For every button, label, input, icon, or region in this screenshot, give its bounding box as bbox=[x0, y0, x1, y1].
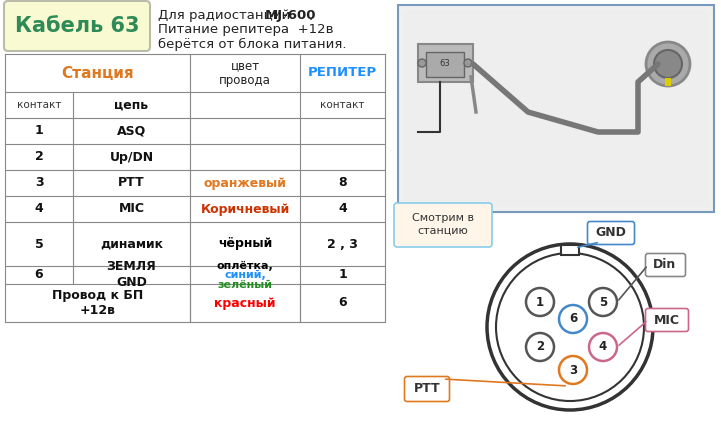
Bar bbox=[5, 54, 385, 322]
Bar bbox=[426, 52, 464, 77]
Text: ЗЕМЛЯ
GND: ЗЕМЛЯ GND bbox=[107, 260, 156, 289]
Bar bbox=[665, 78, 671, 86]
Text: PTT: PTT bbox=[414, 382, 441, 395]
Text: GND: GND bbox=[596, 226, 627, 239]
FancyBboxPatch shape bbox=[4, 1, 150, 51]
Text: ASQ: ASQ bbox=[117, 125, 146, 138]
Text: Кабель 63: Кабель 63 bbox=[14, 16, 139, 36]
Text: синий,: синий, bbox=[224, 270, 266, 280]
Text: Up/DN: Up/DN bbox=[110, 150, 154, 163]
Circle shape bbox=[559, 305, 587, 333]
Circle shape bbox=[496, 253, 644, 401]
Text: зелёный: зелёный bbox=[218, 280, 273, 289]
Text: 63: 63 bbox=[440, 59, 451, 67]
Circle shape bbox=[487, 244, 653, 410]
Bar bbox=[403, 10, 709, 207]
Circle shape bbox=[654, 50, 682, 78]
Bar bbox=[398, 5, 714, 212]
FancyBboxPatch shape bbox=[645, 253, 686, 277]
Text: 4: 4 bbox=[35, 202, 43, 215]
Text: РЕПИТЕР: РЕПИТЕР bbox=[308, 66, 377, 80]
Text: 6: 6 bbox=[35, 268, 43, 281]
Circle shape bbox=[589, 288, 617, 316]
FancyBboxPatch shape bbox=[394, 203, 492, 247]
FancyBboxPatch shape bbox=[645, 309, 689, 332]
Text: 2: 2 bbox=[35, 150, 43, 163]
Text: оранжевый: оранжевый bbox=[203, 177, 286, 190]
Bar bbox=[561, 245, 579, 255]
Text: 2: 2 bbox=[536, 340, 544, 354]
Circle shape bbox=[464, 59, 472, 67]
Text: 3: 3 bbox=[35, 177, 43, 190]
Text: цепь: цепь bbox=[115, 98, 149, 111]
Circle shape bbox=[646, 42, 690, 86]
Circle shape bbox=[418, 59, 426, 67]
Text: 4: 4 bbox=[599, 340, 607, 354]
Bar bbox=[418, 44, 473, 82]
Text: .: . bbox=[309, 10, 313, 22]
Text: 1: 1 bbox=[35, 125, 43, 138]
Text: Коричневый: Коричневый bbox=[200, 202, 290, 215]
Text: 1: 1 bbox=[536, 295, 544, 309]
Text: Din: Din bbox=[653, 259, 676, 271]
Text: оплётка,: оплётка, bbox=[216, 260, 273, 271]
Circle shape bbox=[526, 333, 554, 361]
Text: Питание репитера  +12в: Питание репитера +12в bbox=[158, 24, 334, 37]
Text: MJ-600: MJ-600 bbox=[265, 10, 317, 22]
Text: красный: красный bbox=[214, 296, 275, 309]
Text: Станция: Станция bbox=[61, 66, 134, 80]
Text: 3: 3 bbox=[569, 364, 577, 377]
FancyBboxPatch shape bbox=[404, 377, 449, 402]
Text: 5: 5 bbox=[35, 237, 43, 250]
Text: 1: 1 bbox=[338, 268, 347, 281]
Text: динамик: динамик bbox=[100, 237, 163, 250]
Text: Для радиостанций: Для радиостанций bbox=[158, 10, 294, 22]
Text: PTT: PTT bbox=[118, 177, 145, 190]
Text: чёрный: чёрный bbox=[218, 237, 272, 250]
Text: контакт: контакт bbox=[17, 100, 61, 110]
Circle shape bbox=[589, 333, 617, 361]
Text: MIC: MIC bbox=[118, 202, 144, 215]
Circle shape bbox=[526, 288, 554, 316]
Text: 6: 6 bbox=[569, 312, 577, 326]
Text: 5: 5 bbox=[599, 295, 607, 309]
FancyBboxPatch shape bbox=[588, 222, 634, 244]
Text: 2 , 3: 2 , 3 bbox=[327, 237, 358, 250]
Text: контакт: контакт bbox=[320, 100, 365, 110]
Text: MIC: MIC bbox=[654, 313, 680, 326]
Text: Провод к БП
+12в: Провод к БП +12в bbox=[52, 288, 143, 318]
Text: 8: 8 bbox=[338, 177, 347, 190]
Text: цвет
провода: цвет провода bbox=[219, 59, 271, 87]
Text: берётся от блока питания.: берётся от блока питания. bbox=[158, 38, 347, 51]
Text: 4: 4 bbox=[338, 202, 347, 215]
Text: 6: 6 bbox=[338, 296, 347, 309]
Text: Смотрим в
станцию: Смотрим в станцию bbox=[412, 213, 474, 235]
Circle shape bbox=[559, 356, 587, 384]
